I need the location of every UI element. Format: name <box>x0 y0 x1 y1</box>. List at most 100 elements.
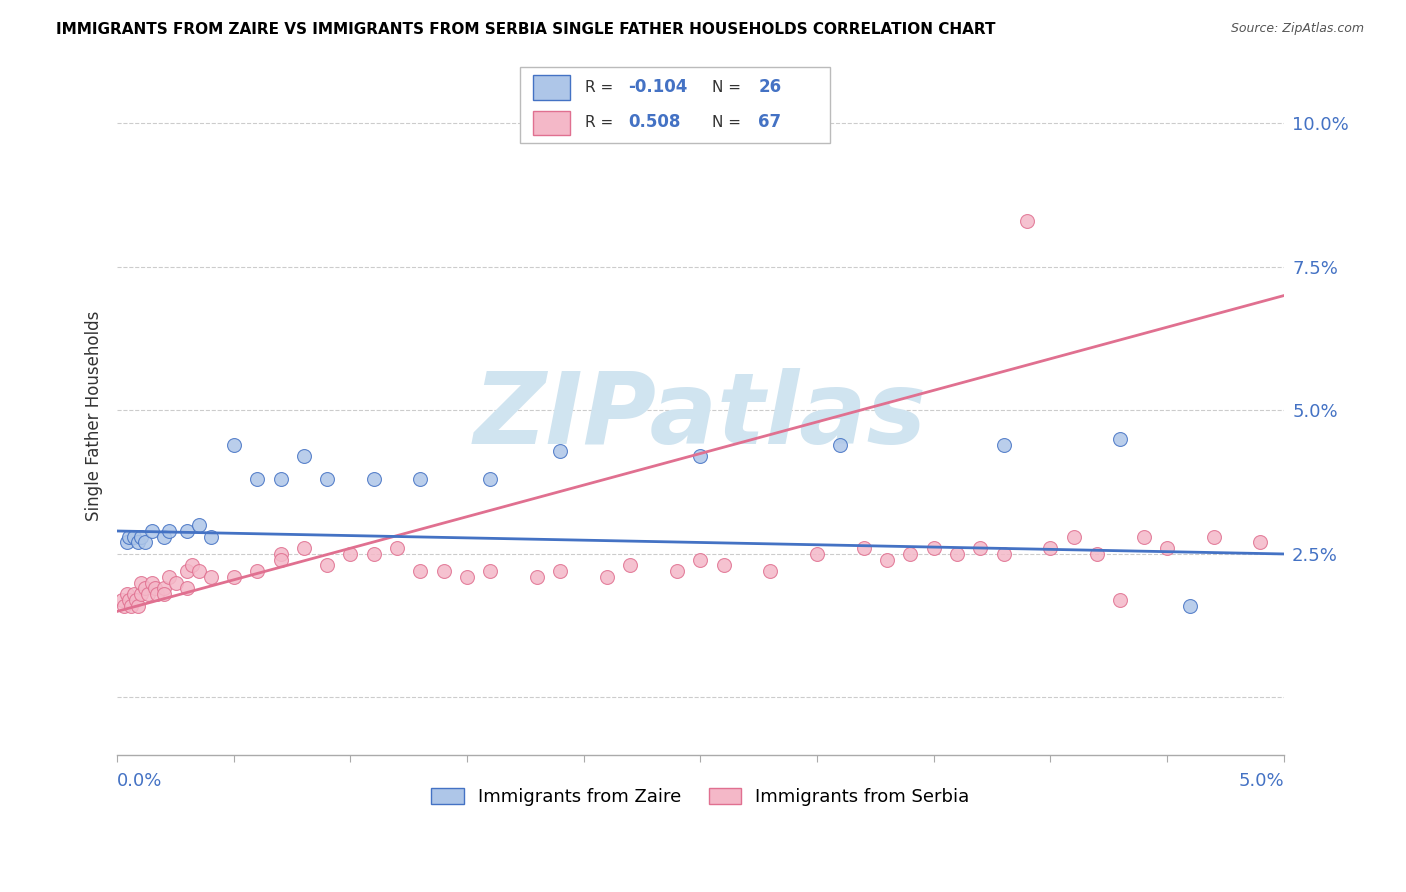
Point <box>1156 541 1178 556</box>
Text: 67: 67 <box>758 113 782 131</box>
Point <box>153 530 176 544</box>
Point <box>127 599 149 613</box>
Point <box>270 472 292 486</box>
Point <box>339 547 361 561</box>
Point <box>1085 547 1108 561</box>
Point <box>146 587 169 601</box>
Point <box>1109 432 1132 446</box>
Point <box>176 582 198 596</box>
Point <box>165 575 187 590</box>
Legend: Immigrants from Zaire, Immigrants from Serbia: Immigrants from Zaire, Immigrants from S… <box>425 780 977 814</box>
Text: 0.0%: 0.0% <box>117 772 163 790</box>
Point <box>969 541 991 556</box>
Point <box>136 587 159 601</box>
Point <box>187 518 209 533</box>
Text: IMMIGRANTS FROM ZAIRE VS IMMIGRANTS FROM SERBIA SINGLE FATHER HOUSEHOLDS CORRELA: IMMIGRANTS FROM ZAIRE VS IMMIGRANTS FROM… <box>56 22 995 37</box>
FancyBboxPatch shape <box>520 67 830 143</box>
Point <box>1017 214 1039 228</box>
Point <box>433 564 456 578</box>
Point <box>141 524 163 538</box>
Point <box>1132 530 1154 544</box>
Point <box>550 443 572 458</box>
Point <box>129 575 152 590</box>
Point <box>270 547 292 561</box>
Point <box>134 535 156 549</box>
Point <box>1249 535 1271 549</box>
Point <box>157 524 180 538</box>
Text: 0.508: 0.508 <box>628 113 681 131</box>
Point <box>141 575 163 590</box>
Point <box>456 570 478 584</box>
Point <box>479 472 502 486</box>
Point <box>806 547 828 561</box>
Point <box>922 541 945 556</box>
Text: 5.0%: 5.0% <box>1239 772 1284 790</box>
Text: 26: 26 <box>758 78 782 96</box>
Point <box>666 564 689 578</box>
Point <box>200 570 222 584</box>
Point <box>946 547 969 561</box>
Point <box>143 582 166 596</box>
Point <box>292 541 315 556</box>
Point <box>596 570 619 584</box>
Point <box>1039 541 1062 556</box>
Text: N =: N = <box>711 80 745 95</box>
Point <box>115 587 138 601</box>
Point <box>270 552 292 566</box>
Point <box>409 564 432 578</box>
Point <box>852 541 875 556</box>
Text: ZIPatlas: ZIPatlas <box>474 368 927 465</box>
Point <box>122 530 145 544</box>
Text: N =: N = <box>711 115 745 129</box>
Point <box>118 593 141 607</box>
Point <box>759 564 782 578</box>
Point <box>689 552 711 566</box>
Point <box>1202 530 1225 544</box>
Point <box>246 564 269 578</box>
Point <box>292 450 315 464</box>
Point <box>129 530 152 544</box>
Point <box>689 450 711 464</box>
Point <box>316 558 339 573</box>
Point <box>122 587 145 601</box>
Point <box>479 564 502 578</box>
Point <box>157 570 180 584</box>
Text: Source: ZipAtlas.com: Source: ZipAtlas.com <box>1230 22 1364 36</box>
FancyBboxPatch shape <box>533 75 569 100</box>
Point <box>830 438 852 452</box>
Point <box>134 582 156 596</box>
Text: R =: R = <box>585 115 619 129</box>
Point <box>118 530 141 544</box>
Point <box>993 438 1015 452</box>
Point <box>111 593 134 607</box>
Point <box>1063 530 1085 544</box>
Point <box>176 564 198 578</box>
Point <box>153 587 176 601</box>
Point <box>1109 593 1132 607</box>
FancyBboxPatch shape <box>533 111 569 136</box>
Point <box>1180 599 1202 613</box>
Point <box>120 599 142 613</box>
Point <box>222 570 245 584</box>
Point <box>200 530 222 544</box>
Point <box>385 541 408 556</box>
Point <box>125 593 148 607</box>
Point <box>713 558 735 573</box>
Point <box>115 535 138 549</box>
Point <box>526 570 548 584</box>
Point <box>176 524 198 538</box>
Point <box>363 547 385 561</box>
Y-axis label: Single Father Households: Single Father Households <box>86 311 103 521</box>
Point <box>316 472 339 486</box>
Point <box>876 552 898 566</box>
Text: R =: R = <box>585 80 619 95</box>
Point <box>222 438 245 452</box>
Point <box>993 547 1015 561</box>
Point <box>129 587 152 601</box>
Point <box>187 564 209 578</box>
Text: -0.104: -0.104 <box>628 78 688 96</box>
Point <box>619 558 641 573</box>
Point <box>180 558 202 573</box>
Point <box>550 564 572 578</box>
Point <box>127 535 149 549</box>
